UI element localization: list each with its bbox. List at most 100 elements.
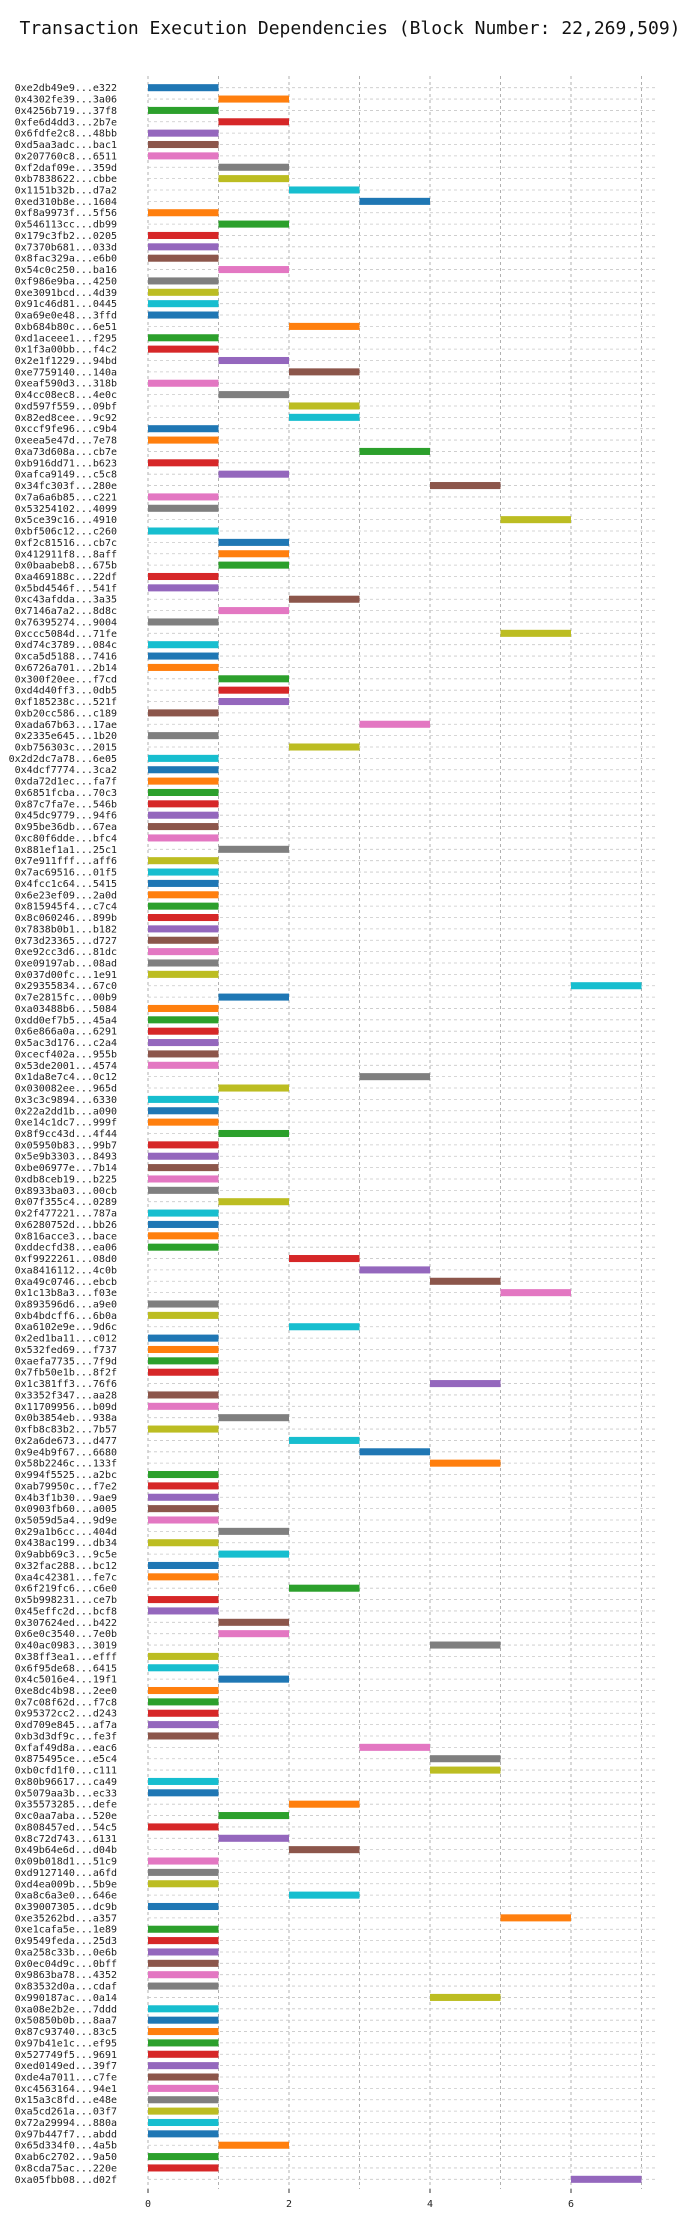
tx-bar <box>359 1743 430 1751</box>
tx-bar <box>148 663 219 671</box>
tx-label: 0x40ac0983...3019 <box>15 1641 117 1652</box>
tx-bar <box>148 1311 219 1319</box>
tx-bar <box>148 1039 219 1047</box>
tx-bar <box>148 1732 219 1740</box>
tx-bar <box>148 493 219 501</box>
tx-label: 0x35573285...defe <box>15 1800 117 1811</box>
tx-label: 0x76395274...9004 <box>15 617 117 628</box>
tx-label: 0xd4d40ff3...0db5 <box>15 686 117 697</box>
tx-label: 0xc80f6dde...bfc4 <box>15 833 117 844</box>
tx-bar <box>148 1391 219 1399</box>
tx-bar <box>148 777 219 785</box>
tx-label: 0xca5d5188...7416 <box>15 652 117 663</box>
tx-bar <box>148 1652 219 1660</box>
tx-bar <box>148 334 219 342</box>
tx-bar <box>218 1812 289 1820</box>
tx-bar <box>148 231 219 239</box>
tx-label: 0x0b3854eb...938a <box>15 1413 117 1424</box>
tx-label: 0xe92cc3d6...81dc <box>15 947 117 958</box>
tx-bar <box>148 868 219 876</box>
tx-label: 0x3c3c9894...6330 <box>15 1095 117 1106</box>
tx-bar <box>148 1982 219 1990</box>
tx-label: 0xf185238c...521f <box>15 697 117 708</box>
tx-bar <box>148 754 219 762</box>
tx-label: 0x54c0c250...ba16 <box>15 265 117 276</box>
tx-bar <box>571 982 642 990</box>
tx-bar <box>148 345 219 353</box>
tx-bar <box>148 652 219 660</box>
tx-bar <box>148 527 219 535</box>
tx-label: 0x22a2dd1b...a090 <box>15 1106 117 1117</box>
tx-label: 0x179c3fb2...0205 <box>15 231 117 242</box>
tx-bar <box>289 1846 360 1854</box>
tx-bar <box>148 1664 219 1672</box>
tx-label: 0x6e866a0a...6291 <box>15 1027 117 1038</box>
tx-bar <box>148 1334 219 1342</box>
tx-bar <box>289 402 360 410</box>
tx-bar <box>218 1675 289 1683</box>
tx-label: 0xe2db49e9...e322 <box>15 83 117 94</box>
tx-label: 0xab6c2702...9a50 <box>15 2152 117 2163</box>
tx-bar <box>289 1584 360 1592</box>
tx-label: 0x6e23ef09...2a0d <box>15 890 117 901</box>
tx-label: 0x72a29994...880a <box>15 2118 117 2129</box>
tx-bar <box>218 220 289 228</box>
x-tick-label: 6 <box>568 2199 574 2210</box>
tx-bar <box>148 572 219 581</box>
tx-label: 0xcecf402a...955b <box>15 1049 117 1060</box>
tx-bar <box>218 266 289 274</box>
tx-label: 0x6f95de68...6415 <box>15 1663 117 1674</box>
tx-label: 0x816acce3...bace <box>15 1231 117 1242</box>
tx-bar <box>430 1755 501 1763</box>
tx-bar <box>218 1618 289 1626</box>
tx-label: 0x7e911fff...aff6 <box>15 856 117 867</box>
tx-bar <box>148 1357 219 1365</box>
tx-label: 0xeaf590d3...318b <box>15 379 117 390</box>
tx-bar <box>148 1948 219 1956</box>
tx-label: 0x1151b32b...d7a2 <box>15 185 117 196</box>
tx-label: 0x1c381ff3...76f6 <box>15 1379 117 1390</box>
tx-bar <box>148 2016 219 2024</box>
tx-bar <box>148 436 219 444</box>
tx-bar <box>148 2084 219 2092</box>
tx-bar <box>148 209 219 217</box>
tx-bar <box>148 1107 219 1115</box>
tx-bar <box>148 425 219 433</box>
tx-label: 0xa03488b6...5084 <box>15 1004 117 1015</box>
tx-label: 0x8c72d743...6131 <box>15 1834 117 1845</box>
tx-bar <box>289 1255 360 1263</box>
tx-label: 0x95be36db...67ea <box>15 822 117 833</box>
tx-label: 0xed0149ed...39f7 <box>15 2061 117 2072</box>
tx-bar <box>148 1868 219 1876</box>
tx-label: 0x808457ed...54c5 <box>15 1822 117 1833</box>
tx-bar <box>148 1902 219 1911</box>
tx-bar <box>430 1459 501 1467</box>
tx-label: 0x4dcf7774...3ca2 <box>15 765 117 776</box>
tx-label: 0xfe6d4dd3...2b7e <box>15 117 117 128</box>
tx-bar <box>148 1823 219 1831</box>
tx-label: 0x09b018d1...51c9 <box>15 1857 117 1868</box>
tx-label: 0xdd0ef7b5...45a4 <box>15 1015 117 1026</box>
tx-bar <box>289 322 360 330</box>
tx-bar <box>148 811 219 819</box>
tx-label: 0xccf9fe96...c9b4 <box>15 424 117 435</box>
tx-label: 0xe09197ab...08ad <box>15 958 117 969</box>
tx-label: 0xe3091bcd...4d39 <box>15 288 117 299</box>
tx-label: 0x5ce39c16...4910 <box>15 515 117 526</box>
x-tick-label: 4 <box>427 2199 433 2210</box>
tx-label: 0xb916dd71...b623 <box>15 458 117 469</box>
tx-label: 0x6fdfe2c8...48bb <box>15 129 117 140</box>
tx-label: 0xf9922261...08d0 <box>15 1254 117 1265</box>
tx-label: 0x07f355c4...0289 <box>15 1197 117 1208</box>
x-tick-label: 2 <box>286 2199 292 2210</box>
tx-label: 0x65d334f0...4a5b <box>15 2141 117 2152</box>
tx-bar <box>500 516 571 524</box>
tx-label: 0x11709956...b09d <box>15 1402 117 1413</box>
tx-label: 0xc0aa7aba...520e <box>15 1811 117 1822</box>
tx-bar <box>148 1016 219 1024</box>
tx-bar <box>148 1505 219 1513</box>
tx-label: 0xb7838622...cbbe <box>15 174 117 185</box>
tx-label: 0x412911f8...8aff <box>15 549 117 560</box>
tx-bar <box>148 2130 219 2138</box>
tx-label: 0x34fc303f...280e <box>15 481 117 492</box>
